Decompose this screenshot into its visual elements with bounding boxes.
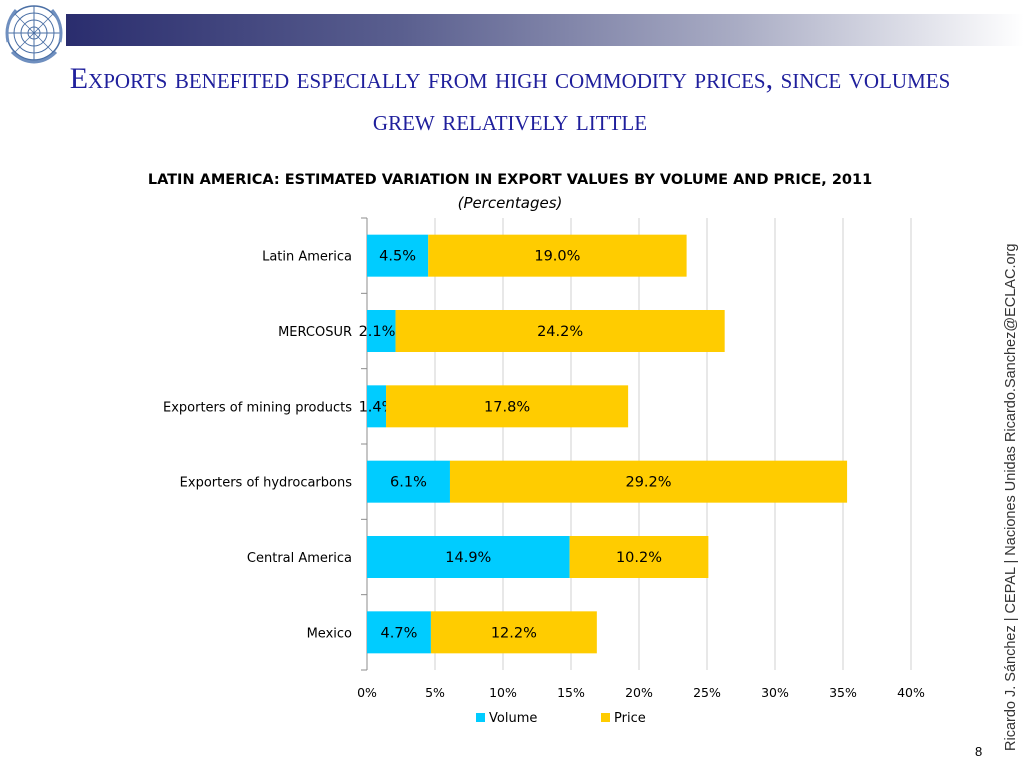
bar-volume (367, 385, 387, 428)
x-tick-label: 5% (425, 685, 445, 700)
bar-price (428, 234, 687, 277)
bar-price (395, 310, 725, 352)
data-label-price: 12.2% (491, 625, 537, 641)
x-tick-label: 20% (625, 685, 653, 700)
category-label: Latin America (262, 250, 352, 265)
legend-label-price: Price (614, 711, 646, 726)
page-number: 8 (975, 744, 983, 759)
legend-label-volume: Volume (489, 711, 537, 726)
bar-price (569, 536, 709, 578)
legend-swatch-volume (476, 713, 485, 722)
bar-volume (367, 234, 429, 277)
bar-volume (367, 611, 431, 654)
bar-price (430, 611, 597, 654)
side-credit: Ricardo J. Sánchez | CEPAL | Naciones Un… (1003, 243, 1019, 751)
slide-title: Exports benefited especially from high c… (69, 62, 951, 137)
chart-subtitle: (Percentages) (457, 194, 563, 212)
data-label-price: 19.0% (534, 249, 580, 265)
category-label: Exporters of hydrocarbons (180, 476, 353, 491)
data-label-volume: 6.1% (390, 475, 427, 491)
data-label-price: 24.2% (537, 324, 583, 340)
data-label-price: 17.8% (484, 399, 530, 415)
category-label: Central America (247, 551, 352, 566)
category-label: MERCOSUR (278, 325, 352, 340)
x-tick-label: 40% (897, 685, 925, 700)
data-label-volume: 2.1% (359, 324, 396, 340)
bar-volume (367, 536, 570, 578)
bar-price (449, 460, 848, 503)
bar-price (386, 385, 629, 428)
bar-volume (367, 460, 450, 503)
x-tick-label: 35% (829, 685, 857, 700)
bar-volume (367, 310, 396, 352)
category-label: Exporters of mining products (163, 400, 352, 415)
data-label-volume: 4.5% (379, 249, 416, 265)
data-label-price: 10.2% (616, 550, 662, 566)
data-label-volume: 14.9% (445, 550, 491, 566)
x-tick-label: 15% (557, 685, 585, 700)
x-tick-label: 25% (693, 685, 721, 700)
un-emblem-icon (5, 5, 63, 64)
data-label-volume: 4.7% (381, 625, 418, 641)
top-banner (66, 14, 1024, 46)
x-tick-label: 0% (357, 685, 377, 700)
legend-swatch-price (601, 713, 610, 722)
chart-title: LATIN AMERICA: ESTIMATED VARIATION IN EX… (147, 172, 873, 188)
x-tick-label: 30% (761, 685, 789, 700)
data-label-price: 29.2% (625, 475, 671, 491)
category-label: Mexico (307, 626, 352, 641)
x-tick-label: 10% (489, 685, 517, 700)
